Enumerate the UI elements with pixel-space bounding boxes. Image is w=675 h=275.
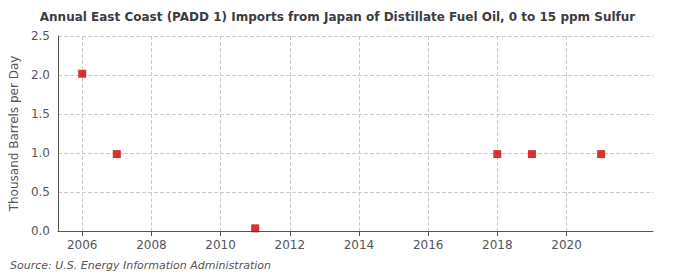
svg-text:2018: 2018	[482, 238, 513, 252]
svg-text:0.0: 0.0	[31, 224, 50, 238]
svg-text:1.0: 1.0	[31, 146, 50, 160]
svg-text:2008: 2008	[136, 238, 167, 252]
svg-text:2006: 2006	[67, 238, 98, 252]
svg-text:2.0: 2.0	[31, 68, 50, 82]
svg-text:Thousand Barrels per Day: Thousand Barrels per Day	[7, 56, 21, 213]
svg-text:2020: 2020	[551, 238, 582, 252]
svg-text:1.5: 1.5	[31, 107, 50, 121]
svg-text:2010: 2010	[205, 238, 236, 252]
svg-text:2.5: 2.5	[31, 29, 50, 43]
svg-text:0.5: 0.5	[31, 185, 50, 199]
svg-text:Source: U.S. Energy Informatio: Source: U.S. Energy Information Administ…	[10, 259, 271, 272]
svg-text:2012: 2012	[274, 238, 305, 252]
svg-text:2014: 2014	[344, 238, 375, 252]
svg-text:2016: 2016	[413, 238, 444, 252]
svg-text:Annual East Coast (PADD 1) Imp: Annual East Coast (PADD 1) Imports from …	[40, 10, 636, 24]
